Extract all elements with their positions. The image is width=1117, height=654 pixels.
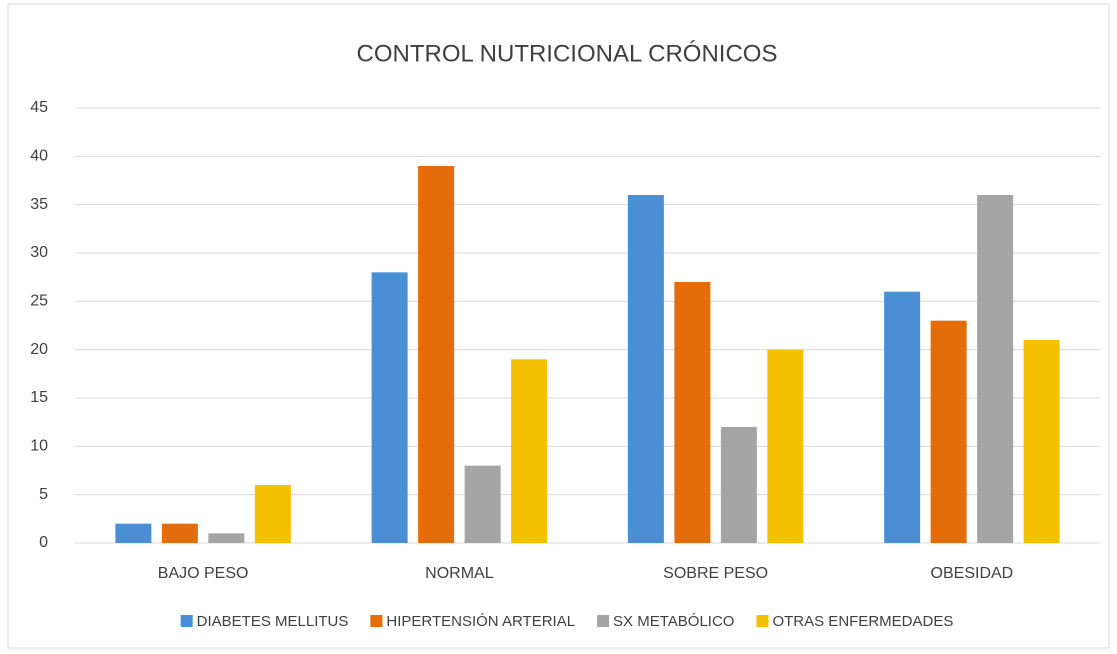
legend-label: HIPERTENSIÓN ARTERIAL (386, 613, 575, 630)
y-tick-label: 35 (30, 196, 48, 213)
bar (1023, 340, 1060, 543)
y-tick-label: 10 (30, 438, 48, 455)
y-tick-label: 25 (30, 293, 48, 310)
y-tick-label: 30 (30, 244, 48, 261)
x-tick-label: OBESIDAD (931, 565, 1014, 582)
bar (627, 195, 664, 543)
bar (418, 166, 455, 543)
x-tick-label: BAJO PESO (158, 565, 249, 582)
bar (208, 533, 245, 543)
y-tick-label: 40 (30, 148, 48, 165)
y-tick-label: 45 (30, 99, 48, 116)
x-tick-label: NORMAL (425, 565, 494, 582)
bar (371, 272, 408, 543)
legend-label: OTRAS ENFERMEDADES (772, 613, 953, 630)
legend-label: DIABETES MELLITUS (197, 613, 349, 630)
bar (767, 349, 804, 543)
legend-label: SX METABÓLICO (613, 613, 734, 630)
bar (464, 465, 501, 543)
bar (161, 523, 198, 543)
bar (930, 320, 967, 543)
bar (884, 291, 921, 543)
legend-swatch (370, 615, 383, 627)
legend-swatch (756, 615, 769, 627)
bar (977, 195, 1014, 543)
legend-swatch (597, 615, 610, 627)
x-tick-label: SOBRE PESO (663, 565, 768, 582)
bar (254, 485, 291, 543)
bar (511, 359, 548, 543)
legend-swatch (180, 615, 193, 627)
y-tick-label: 5 (39, 486, 48, 503)
y-tick-label: 20 (30, 341, 48, 358)
chart-title: CONTROL NUTRICIONAL CRÓNICOS (357, 40, 778, 67)
bar (674, 282, 711, 543)
y-tick-label: 0 (39, 534, 48, 551)
bar (720, 427, 757, 543)
y-tick-label: 15 (30, 389, 48, 406)
bar (115, 523, 152, 543)
